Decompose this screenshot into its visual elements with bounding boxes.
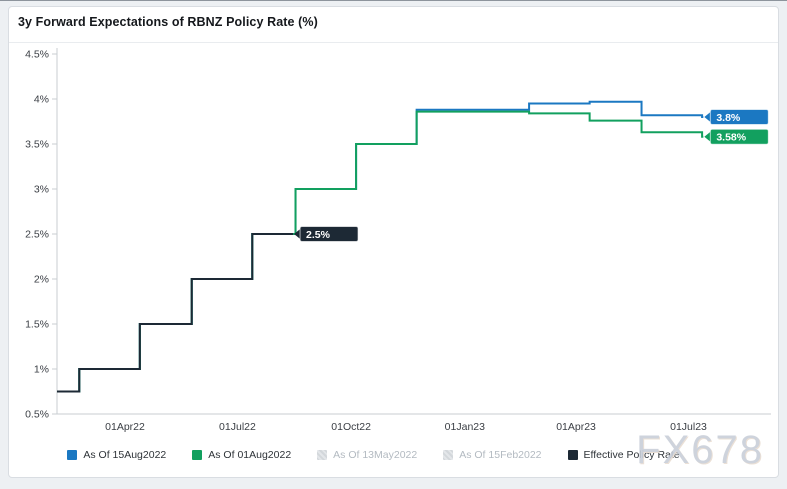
y-axis-tick-label: 1.5% (25, 319, 49, 331)
legend-swatch (192, 450, 203, 460)
series-end-label-arrow (704, 110, 713, 124)
series-end-label-arrow (704, 130, 713, 144)
x-axis-tick-label: 01Apr23 (556, 421, 596, 433)
y-axis-tick-label: 2% (34, 274, 49, 286)
x-axis-tick-label: 01Apr22 (105, 421, 145, 433)
x-axis-tick-label: 01Jul23 (670, 421, 707, 433)
legend-swatch (317, 450, 328, 460)
legend-label: As Of 15Feb2022 (459, 449, 542, 461)
chart-header: 3y Forward Expectations of RBNZ Policy R… (9, 7, 778, 43)
series-end-label-box (709, 128, 769, 145)
chart-title: 3y Forward Expectations of RBNZ Policy R… (18, 15, 318, 29)
series-end-label-box (709, 109, 769, 125)
series-end-label: 3.58% (716, 132, 746, 144)
y-axis-tick-label: 1% (34, 364, 49, 376)
chart-legend: As Of 15Aug2022 As Of 01Aug2022 As Of 13Ma… (9, 447, 738, 463)
legend-label: As Of 13May2022 (333, 449, 418, 461)
legend-label: As Of 01Aug2022 (208, 449, 292, 461)
series-line-as-of-15aug2022 (57, 100, 704, 393)
legend-item-as-of-01aug2022[interactable]: As Of 01Aug2022 (192, 449, 291, 461)
legend-swatch (567, 450, 578, 460)
legend-label: Effective Policy Rate (583, 449, 680, 461)
x-axis-tick-label: 01Jan23 (445, 421, 485, 433)
x-axis-tick-label: 01Oct22 (331, 421, 371, 433)
legend-swatch (67, 450, 78, 460)
y-axis-tick-label: 3% (34, 184, 49, 196)
legend-item-as-of-15feb2022[interactable]: As Of 15Feb2022 (443, 449, 542, 461)
legend-item-as-of-13may2022[interactable]: As Of 13May2022 (317, 449, 417, 461)
x-axis-tick-label: 01Jul22 (219, 421, 256, 433)
series-end-label: 2.5% (306, 229, 331, 241)
y-axis-tick-label: 0.5% (25, 409, 49, 421)
series-end-label: 3.8% (716, 112, 741, 124)
y-axis-tick-label: 4.5% (25, 49, 49, 61)
series-end-label-box (299, 226, 359, 242)
chart-card: 3y Forward Expectations of RBNZ Policy R… (8, 6, 779, 478)
y-axis-tick-label: 3.5% (25, 139, 49, 151)
y-axis-tick-label: 2.5% (25, 229, 49, 241)
series-end-label-arrow (294, 227, 303, 241)
legend-item-effective-policy-rate[interactable]: Effective Policy Rate (567, 449, 680, 461)
legend-item-as-of-15aug2022[interactable]: As Of 15Aug2022 (67, 449, 166, 461)
y-axis-tick-label: 4% (34, 94, 49, 106)
legend-label: As Of 15Aug2022 (83, 449, 167, 461)
series-line-as-of-01aug2022 (57, 110, 704, 393)
series-line-effective-policy-rate (57, 233, 294, 393)
legend-swatch (443, 450, 454, 460)
